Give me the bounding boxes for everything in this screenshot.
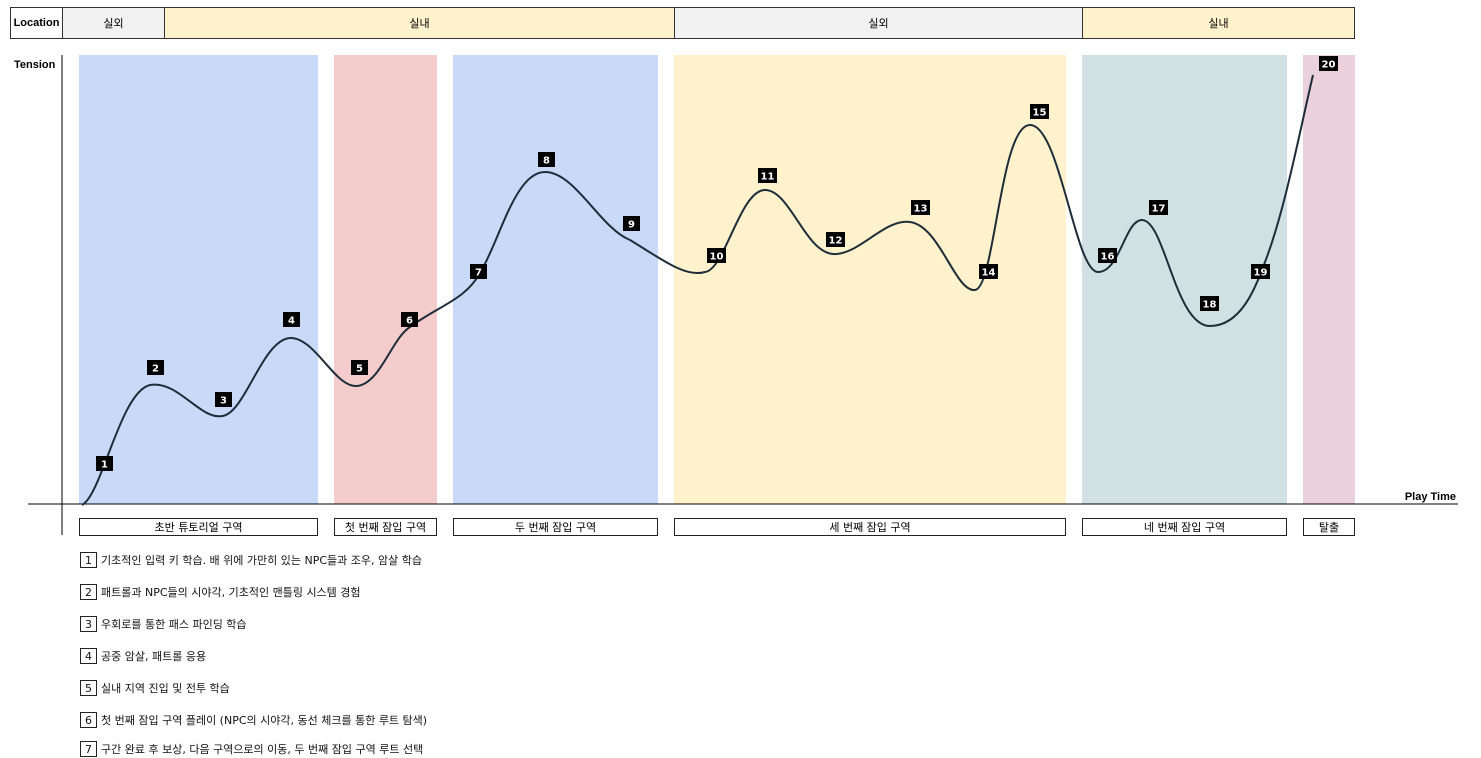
location-cell-outdoor-1: 실외 [62, 7, 165, 39]
note-item-3: 3 우회로를 통한 패스 파인딩 학습 [80, 615, 247, 633]
marker-18-label: 18 [1203, 300, 1217, 311]
marker-13-label: 13 [914, 204, 928, 215]
note-number: 6 [80, 712, 97, 728]
marker-2: 2 [147, 360, 164, 375]
note-number: 7 [80, 741, 97, 757]
marker-6-label: 6 [406, 316, 413, 327]
tension-curve [81, 74, 1314, 506]
marker-6: 6 [401, 312, 418, 327]
note-item-6: 6 첫 번째 잠입 구역 플레이 (NPC의 시야각, 동선 체크를 통한 루트 … [80, 711, 427, 729]
marker-20: 20 [1319, 56, 1338, 71]
marker-10-label: 10 [710, 252, 724, 263]
marker-7: 7 [470, 264, 487, 279]
marker-16-label: 16 [1101, 252, 1115, 263]
y-axis-label: Tension [14, 59, 56, 71]
marker-11-label: 11 [761, 172, 775, 183]
note-text: 패트롤과 NPC들의 시야각, 기초적인 맨틀링 시스템 경험 [101, 586, 361, 599]
marker-12-label: 12 [829, 236, 843, 247]
marker-3-label: 3 [220, 396, 227, 407]
marker-14-label: 14 [982, 268, 996, 279]
note-text: 실내 지역 진입 및 전투 학습 [101, 682, 230, 695]
zone-label-stealth-1: 첫 번째 잠입 구역 [334, 518, 437, 536]
note-number: 4 [80, 648, 97, 664]
note-number: 1 [80, 552, 97, 568]
location-cell-outdoor-2: 실외 [674, 7, 1083, 39]
marker-19-label: 19 [1254, 268, 1268, 279]
marker-4: 4 [283, 312, 300, 327]
note-number: 2 [80, 584, 97, 600]
x-axis-label: Play Time [1405, 491, 1456, 503]
note-item-7: 7 구간 완료 후 보상, 다음 구역으로의 이동, 두 번째 잠입 구역 루트 … [80, 740, 423, 758]
zone-band-stealth-3 [674, 55, 1066, 504]
marker-11: 11 [758, 168, 777, 183]
marker-15-label: 15 [1033, 108, 1047, 119]
zone-band-escape [1303, 55, 1355, 504]
marker-19: 19 [1251, 264, 1270, 279]
marker-5-label: 5 [356, 364, 363, 375]
marker-13: 13 [911, 200, 930, 215]
marker-9-label: 9 [628, 220, 635, 231]
marker-14: 14 [979, 264, 998, 279]
marker-9: 9 [623, 216, 640, 231]
note-text: 구간 완료 후 보상, 다음 구역으로의 이동, 두 번째 잠입 구역 루트 선… [101, 743, 424, 756]
zone-bands [79, 55, 1355, 504]
location-cell-indoor-1: 실내 [164, 7, 675, 39]
note-item-2: 2 패트롤과 NPC들의 시야각, 기초적인 맨틀링 시스템 경험 [80, 583, 361, 601]
marker-1: 1 [96, 456, 113, 471]
zone-label-stealth-2: 두 번째 잠입 구역 [453, 518, 658, 536]
note-text: 기초적인 입력 키 학습. 배 위에 가만히 있는 NPC들과 조우, 암살 학… [101, 554, 422, 567]
marker-3: 3 [215, 392, 232, 407]
marker-17: 17 [1149, 200, 1168, 215]
zone-band-stealth-1 [334, 55, 437, 504]
marker-20-label: 20 [1322, 60, 1336, 71]
zone-label-stealth-4: 네 번째 잠입 구역 [1082, 518, 1287, 536]
marker-16: 16 [1098, 248, 1117, 263]
note-item-1: 1 기초적인 입력 키 학습. 배 위에 가만히 있는 NPC들과 조우, 암살 … [80, 551, 422, 569]
note-text: 우회로를 통한 패스 파인딩 학습 [101, 618, 247, 631]
note-item-4: 4 공중 암살, 패트롤 응용 [80, 647, 206, 665]
location-label: Location [10, 7, 63, 39]
marker-15: 15 [1030, 104, 1049, 119]
tension-markers: 1 2 3 4 5 6 7 8 9 10 11 12 13 14 15 16 1… [96, 56, 1338, 471]
marker-4-label: 4 [288, 316, 295, 327]
marker-1-label: 1 [101, 460, 108, 471]
zone-band-stealth-4 [1082, 55, 1287, 504]
location-cell-indoor-2: 실내 [1082, 7, 1355, 39]
marker-17-label: 17 [1152, 204, 1166, 215]
marker-2-label: 2 [152, 364, 159, 375]
note-text: 첫 번째 잠입 구역 플레이 (NPC의 시야각, 동선 체크를 통한 루트 탐… [101, 714, 428, 727]
zone-band-stealth-2 [453, 55, 658, 504]
marker-8-label: 8 [543, 156, 550, 167]
zone-label-tutorial: 초반 튜토리얼 구역 [79, 518, 318, 536]
marker-5: 5 [351, 360, 368, 375]
marker-7-label: 7 [475, 268, 482, 279]
marker-8: 8 [538, 152, 555, 167]
zone-label-escape: 탈출 [1303, 518, 1355, 536]
note-number: 3 [80, 616, 97, 632]
note-text: 공중 암살, 패트롤 응용 [101, 650, 207, 663]
marker-10: 10 [707, 248, 726, 263]
marker-12: 12 [826, 232, 845, 247]
marker-18: 18 [1200, 296, 1219, 311]
note-item-5: 5 실내 지역 진입 및 전투 학습 [80, 679, 230, 697]
zone-label-stealth-3: 세 번째 잠입 구역 [674, 518, 1066, 536]
note-number: 5 [80, 680, 97, 696]
